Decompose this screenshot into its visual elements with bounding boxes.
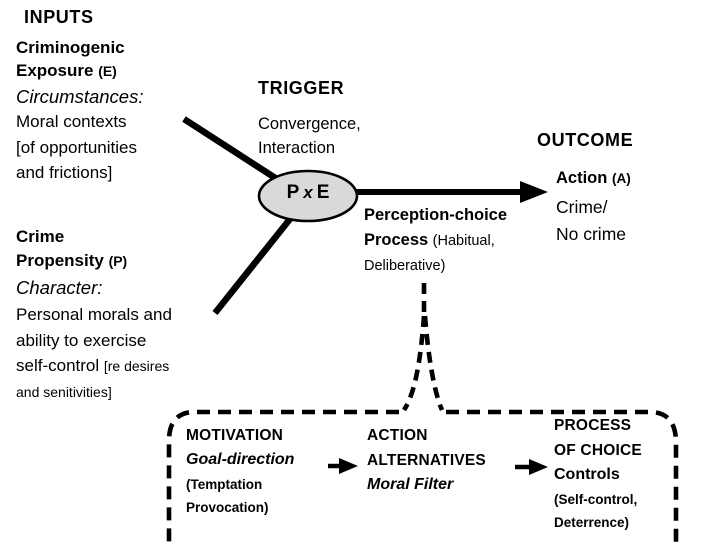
- goal-direction-label: Goal-direction: [186, 451, 295, 468]
- funnel-left-leg-dashed: [402, 315, 427, 412]
- trigger-description: Convergence, Interaction: [258, 115, 361, 157]
- circumstances-label: Circumstances:: [16, 86, 144, 107]
- alternatives-to-process-arrowhead: [529, 459, 548, 475]
- pxe-to-action-arrowhead: [520, 181, 548, 203]
- pxe-ellipse: [257, 169, 359, 223]
- propensity-symbol: (P): [108, 253, 128, 269]
- process-of-choice-column: PROCESS OF CHOICE Controls (Self-control…: [554, 417, 642, 530]
- propensity-title-line2: Propensity (P): [16, 251, 128, 270]
- personal-morals-text: Personal morals and ability to exercise …: [16, 305, 172, 400]
- moral-contexts-text: Moral contexts [of opportunities and fri…: [16, 112, 137, 182]
- propensity-to-pxe-line: [212, 216, 293, 316]
- exposure-symbol: (E): [98, 63, 117, 79]
- inputs-heading: INPUTS: [24, 7, 94, 27]
- motivation-to-alternatives-arrowhead: [339, 458, 358, 474]
- controls-label: Controls: [554, 466, 620, 483]
- motivation-title: MOTIVATION: [186, 427, 283, 444]
- outcome-heading: OUTCOME: [537, 130, 634, 150]
- character-label: Character:: [16, 277, 103, 298]
- perception-choice-process-label: Perception-choice Process (Habitual, Del…: [364, 206, 508, 274]
- funnel-right-leg-dashed: [422, 315, 445, 411]
- crime-propensity-title: Crime Propensity (P): [16, 225, 127, 273]
- action-symbol: (A): [611, 171, 631, 186]
- moral-filter-label: Moral Filter: [367, 476, 454, 493]
- action-label: Action (A): [556, 169, 631, 187]
- exposure-title-line2: Exposure (E): [16, 61, 117, 80]
- action-alternatives-column: ACTION ALTERNATIVES Moral Filter: [367, 423, 486, 498]
- trigger-heading: TRIGGER: [258, 78, 345, 98]
- criminogenic-exposure-title: Criminogenic Exposure (E): [16, 36, 125, 83]
- propensity-title-line1: Crime: [16, 227, 65, 246]
- motivation-column: MOTIVATION Goal-direction (Temptation Pr…: [186, 423, 294, 519]
- pxe-times-symbol: x: [303, 183, 313, 202]
- exposure-to-pxe-line: [182, 116, 282, 184]
- exposure-title-line1: Criminogenic: [16, 38, 125, 57]
- crime-no-crime-text: Crime/ No crime: [556, 197, 627, 244]
